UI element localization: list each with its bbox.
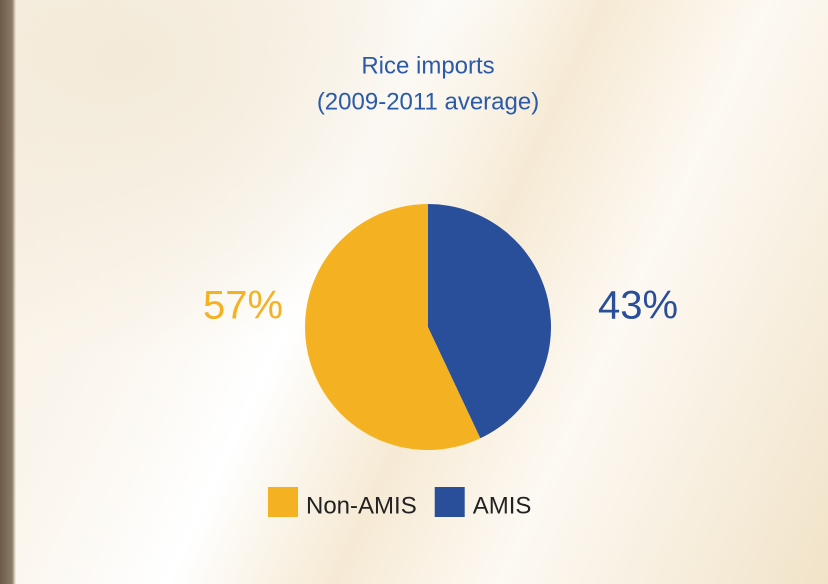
legend-swatch [268,487,298,517]
chart-subtitle: (2009-2011 average) [317,88,539,115]
legend-label: Non-AMIS [306,492,417,519]
value-label: 43% [598,284,678,328]
pie-slice [304,204,481,451]
legend-label: AMIS [473,492,532,519]
legend-swatch [434,487,465,517]
chart-title: Rice imports [361,52,494,79]
value-label: 57% [203,284,283,328]
pie-slice [428,204,551,439]
